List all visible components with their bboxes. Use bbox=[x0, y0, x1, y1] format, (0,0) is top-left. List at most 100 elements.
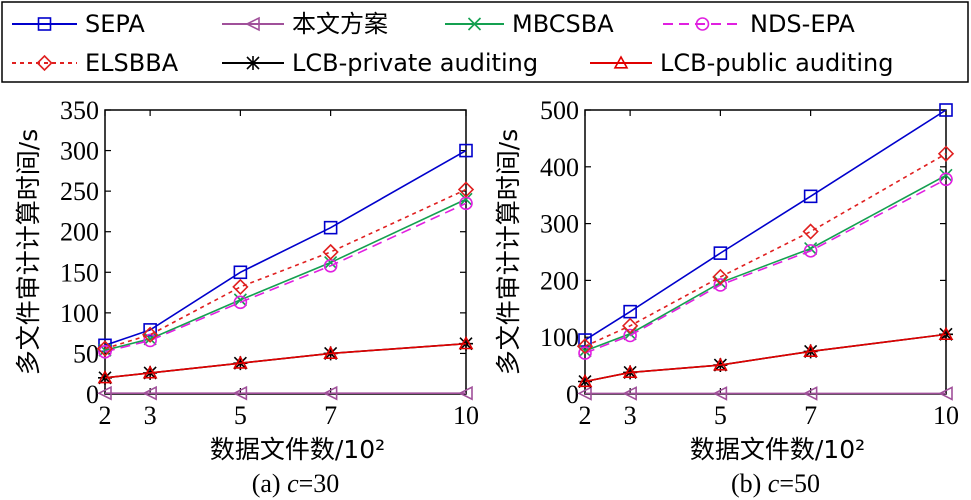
data-point bbox=[233, 295, 248, 310]
series-0 bbox=[578, 103, 953, 347]
series-line bbox=[584, 174, 947, 352]
data-point bbox=[621, 317, 639, 334]
x-tick-label: 10 bbox=[933, 401, 959, 430]
legend-entry: SEPA bbox=[12, 10, 145, 38]
panel-caption: (b) c=50 bbox=[731, 469, 820, 498]
series-1 bbox=[97, 385, 473, 401]
y-tick-label: 350 bbox=[60, 96, 99, 125]
data-point bbox=[142, 365, 158, 379]
chart-panel-b: 0 100 200 300 400 500 2 3 5 7 10 多文件审计计算时间/s 数据文件数/1… bbox=[494, 96, 959, 498]
legend-entry: NDS-EPA bbox=[663, 10, 855, 38]
data-point bbox=[322, 385, 338, 401]
legend-entry: 本文方案 bbox=[222, 10, 388, 38]
data-point bbox=[803, 244, 818, 258]
panel-caption: (a) c=30 bbox=[252, 469, 340, 498]
data-point bbox=[97, 370, 113, 384]
legend-label: NDS-EPA bbox=[750, 10, 855, 38]
data-point bbox=[458, 385, 473, 401]
legend-entry: LCB-private auditing bbox=[222, 49, 538, 77]
data-point bbox=[459, 192, 473, 206]
legend-label: 本文方案 bbox=[292, 10, 388, 38]
x-tick-label: 10 bbox=[453, 401, 479, 430]
series-3 bbox=[98, 196, 473, 359]
data-point bbox=[578, 346, 592, 360]
y-tick-label: 100 bbox=[540, 323, 579, 352]
data-point bbox=[623, 304, 637, 319]
caption-prefix: (a) bbox=[252, 469, 287, 498]
series-line bbox=[104, 198, 467, 351]
data-point bbox=[457, 181, 475, 198]
y-tick-label: 100 bbox=[60, 299, 99, 328]
x-tick-label: 2 bbox=[99, 401, 112, 430]
data-point bbox=[233, 355, 248, 369]
data-point bbox=[802, 223, 819, 240]
series-line bbox=[104, 149, 467, 347]
caption-var: c bbox=[768, 469, 780, 498]
data-point bbox=[803, 189, 818, 204]
x-tick-label: 2 bbox=[579, 401, 592, 430]
data-point bbox=[323, 220, 338, 235]
y-tick-label: 400 bbox=[540, 153, 579, 182]
series-6 bbox=[97, 336, 474, 384]
caption-var: c bbox=[287, 469, 299, 498]
data-point bbox=[322, 243, 339, 261]
x-tick-label: 3 bbox=[624, 401, 637, 430]
legend-label: ELSBBA bbox=[85, 49, 179, 77]
caption-prefix: (b) bbox=[731, 469, 768, 498]
legend-label: SEPA bbox=[85, 10, 145, 38]
data-point bbox=[458, 336, 474, 350]
x-tick-label: 5 bbox=[714, 401, 727, 430]
data-point bbox=[98, 345, 112, 359]
y-tick-label: 150 bbox=[60, 258, 99, 287]
y-tick-label: 250 bbox=[60, 177, 99, 206]
data-point bbox=[713, 278, 728, 292]
x-axis-label: 数据文件数/10² bbox=[210, 435, 385, 464]
data-point bbox=[577, 373, 593, 388]
legend-frame bbox=[1, 1, 969, 83]
x-tick-label: 7 bbox=[324, 401, 337, 430]
data-point bbox=[323, 345, 338, 360]
data-point bbox=[143, 323, 157, 337]
data-point bbox=[577, 386, 592, 401]
legend-marker-triangle-left-icon bbox=[245, 16, 260, 32]
y-axis-label: 多文件审计计算时间/s bbox=[14, 129, 43, 375]
data-point bbox=[712, 268, 729, 286]
legend-entry: ELSBBA bbox=[12, 49, 179, 77]
x-axis-label: 数据文件数/10² bbox=[690, 435, 865, 464]
data-point bbox=[939, 172, 953, 187]
data-point bbox=[578, 344, 592, 358]
plot-area bbox=[104, 109, 467, 395]
series-1 bbox=[577, 386, 953, 401]
legend-entry: LCB-public auditing bbox=[590, 49, 893, 77]
caption-rest: =50 bbox=[779, 469, 820, 498]
data-point bbox=[233, 293, 247, 307]
legend-entry: MBCSBA bbox=[445, 10, 614, 38]
data-point bbox=[939, 103, 953, 117]
y-tick-label: 200 bbox=[60, 218, 99, 247]
series-0 bbox=[98, 143, 473, 353]
data-point bbox=[713, 357, 728, 371]
data-point bbox=[713, 246, 728, 260]
series-4 bbox=[96, 181, 475, 357]
data-point bbox=[938, 386, 953, 401]
y-tick-label: 0 bbox=[86, 380, 99, 409]
data-point bbox=[96, 340, 114, 357]
x-tick-label: 5 bbox=[234, 401, 247, 430]
data-point bbox=[233, 265, 248, 280]
series-6 bbox=[577, 326, 954, 388]
data-point bbox=[232, 278, 249, 296]
series-line bbox=[584, 153, 947, 348]
data-point bbox=[803, 343, 818, 358]
data-point bbox=[802, 386, 818, 401]
data-point bbox=[324, 255, 338, 270]
legend-marker-circle-icon bbox=[695, 17, 710, 31]
y-tick-label: 50 bbox=[73, 339, 99, 368]
data-point bbox=[143, 332, 157, 346]
data-point bbox=[142, 385, 157, 401]
legend-marker-triangle-up-icon bbox=[613, 55, 629, 69]
data-point bbox=[939, 168, 953, 182]
chart-panel-a: 0 50 100 150 200 250 300 350 2 3 5 7 10 多文件审计计算时间/s 数据… bbox=[14, 96, 479, 498]
y-tick-label: 300 bbox=[60, 137, 99, 166]
y-axis-label: 多文件审计计算时间/s bbox=[494, 129, 523, 375]
